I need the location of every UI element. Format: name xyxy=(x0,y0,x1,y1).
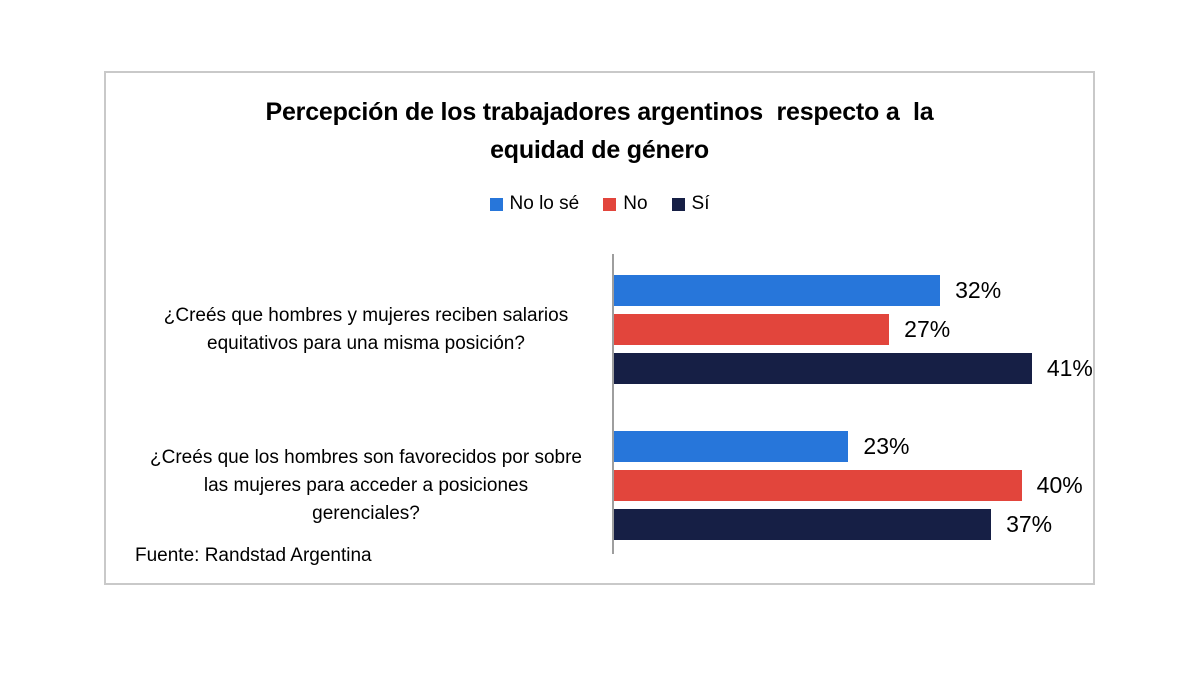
chart-title-line-1: Percepción de los trabajadores argentino… xyxy=(265,98,934,126)
legend: No lo sé No Sí xyxy=(106,193,1093,215)
category-label: ¿Creés que los hombres son favorecidos p… xyxy=(150,446,582,524)
chart-title-line-2: equidad de género xyxy=(490,136,709,164)
bar-Sí xyxy=(614,353,1032,384)
bar-value-label: 32% xyxy=(955,277,1002,303)
legend-label-no-lo-se: No lo sé xyxy=(509,193,580,214)
chart-frame: Percepción de los trabajadores argentino… xyxy=(104,71,1095,585)
bar-No lo sé xyxy=(614,275,941,306)
bar-group: 32% 27% 41% xyxy=(614,275,1093,392)
legend-swatch-no xyxy=(603,198,617,211)
bar-row: 27% xyxy=(614,314,1093,345)
category-label: ¿Creés que hombres y mujeres reciben sal… xyxy=(163,304,569,354)
bar-row: 37% xyxy=(614,509,1093,540)
bar-value-label: 41% xyxy=(1046,355,1093,381)
legend-item-no: No xyxy=(603,193,648,215)
bar-No xyxy=(614,470,1022,501)
bar-No xyxy=(614,314,890,345)
legend-label-no: No xyxy=(623,193,648,214)
bar-row: 41% xyxy=(614,353,1093,384)
bar-group: 23% 40% 37% xyxy=(614,431,1093,548)
bar-value-label: 40% xyxy=(1036,472,1083,498)
legend-item-si: Sí xyxy=(671,193,710,215)
plot-area: 32% 27% 41% 23% 40% 37% xyxy=(612,254,1093,554)
bar-value-label: 37% xyxy=(1006,511,1053,537)
legend-item-no-lo-se: No lo sé xyxy=(489,193,580,215)
chart-body: ¿Creés que hombres y mujeres reciben sal… xyxy=(106,254,1093,554)
bar-row: 40% xyxy=(614,470,1093,501)
bar-row: 32% xyxy=(614,275,1093,306)
bar-Sí xyxy=(614,509,992,540)
category-axis-labels: ¿Creés que hombres y mujeres reciben sal… xyxy=(106,254,612,554)
legend-swatch-si xyxy=(671,198,685,211)
bar-value-label: 23% xyxy=(863,433,910,459)
source-note: Fuente: Randstad Argentina xyxy=(135,545,372,566)
legend-swatch-no-lo-se xyxy=(489,198,503,211)
legend-label-si: Sí xyxy=(691,193,710,214)
chart-title: Percepción de los trabajadores argentino… xyxy=(106,93,1093,169)
bar-row: 23% xyxy=(614,431,1093,462)
bar-No lo sé xyxy=(614,431,849,462)
bar-value-label: 27% xyxy=(904,316,951,342)
